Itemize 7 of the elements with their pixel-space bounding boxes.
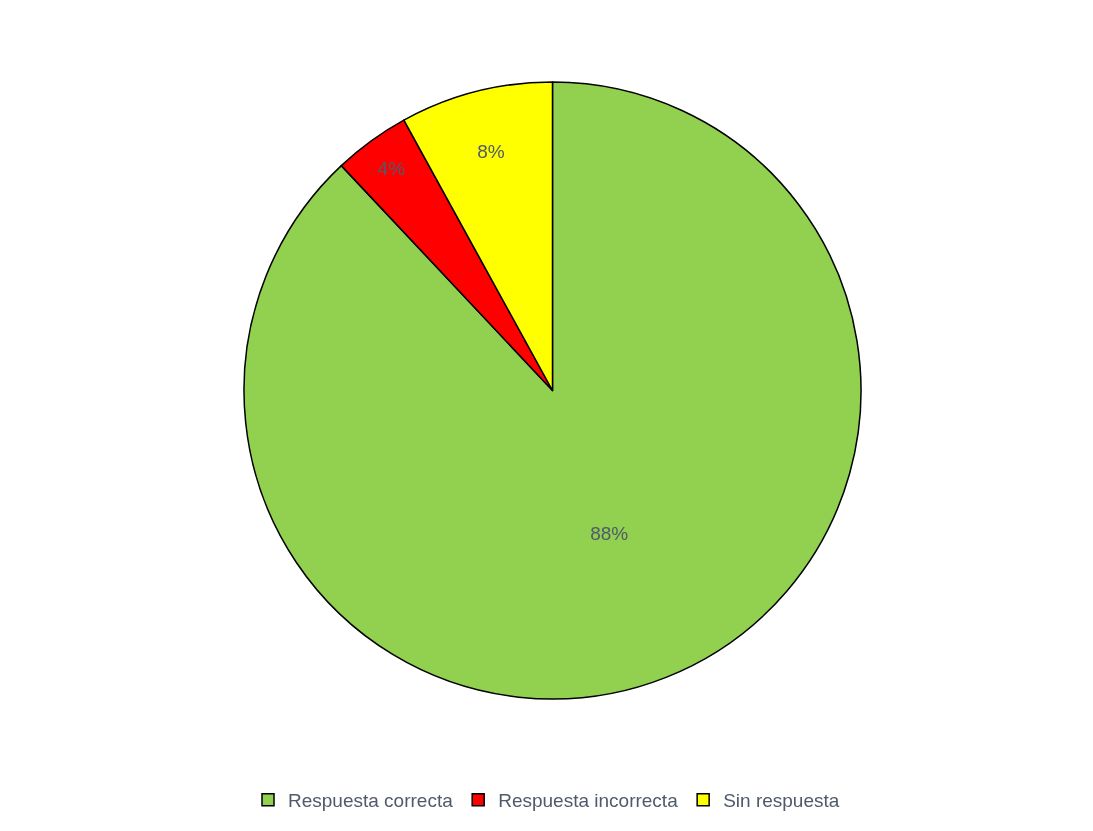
legend-label: Respuesta correcta <box>288 790 454 812</box>
data-label: 8% <box>477 140 505 162</box>
data-label: 4% <box>377 158 406 180</box>
data-label: 88% <box>590 523 629 545</box>
pie-slice <box>243 81 862 700</box>
legend-label: Sin respuesta <box>723 790 840 812</box>
legend-label: Respuesta incorrecta <box>498 790 679 812</box>
